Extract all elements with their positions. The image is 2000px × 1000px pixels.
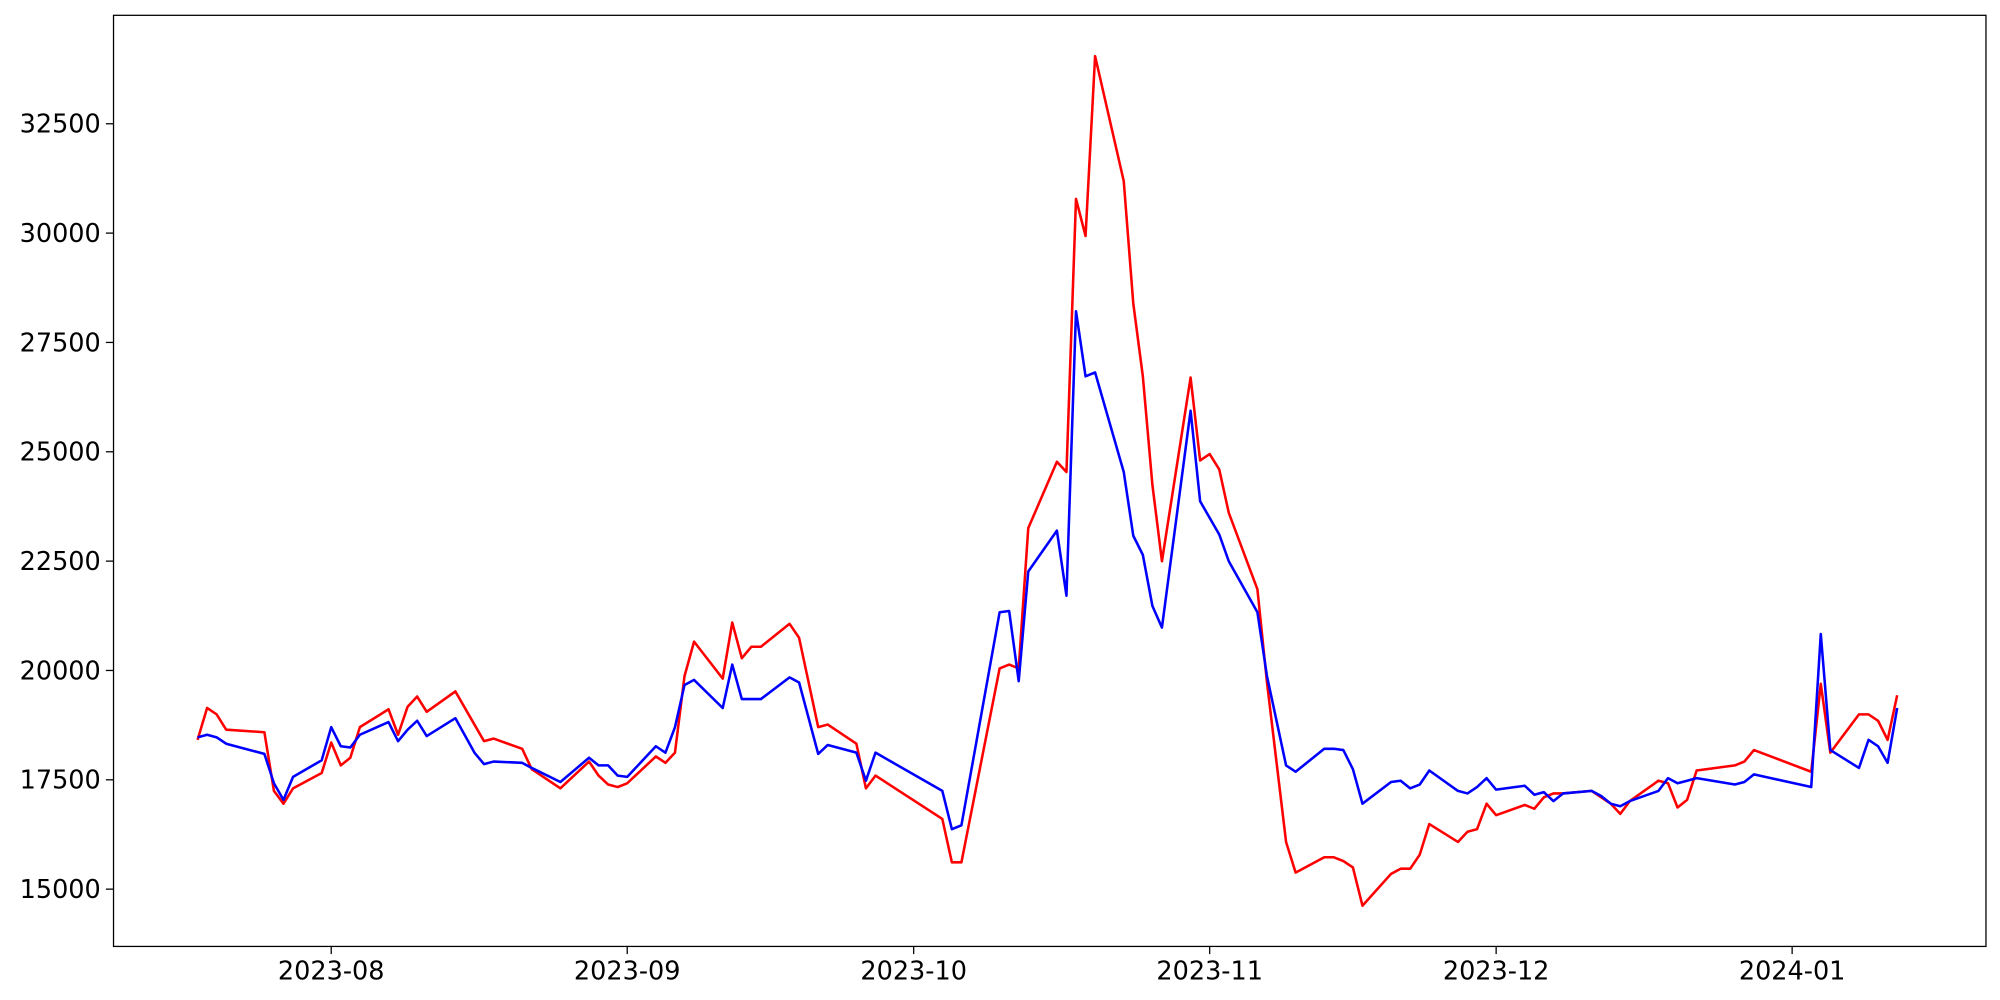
x-tick-label: 2023-08 [278, 957, 385, 987]
line-series [197, 309, 1899, 831]
y-tick-label: 17500 [20, 766, 101, 796]
plot-frame [112, 14, 1987, 948]
y-tick-label: 30000 [20, 219, 101, 249]
x-tick-label: 2023-10 [860, 957, 967, 987]
x-tick-label: 2024-01 [1739, 957, 1846, 987]
y-tick-label: 32500 [20, 110, 101, 140]
y-tick-label: 27500 [20, 328, 101, 358]
x-tick-label: 2023-09 [574, 957, 681, 987]
y-tick-label: 15000 [20, 875, 101, 905]
y-tick-label: 25000 [20, 438, 101, 468]
x-tick-label: 2023-11 [1156, 957, 1263, 987]
y-tick-label: 20000 [20, 656, 101, 686]
line-series [196, 54, 1899, 907]
x-tick-label: 2023-12 [1443, 957, 1550, 987]
y-tick-label: 22500 [20, 547, 101, 577]
